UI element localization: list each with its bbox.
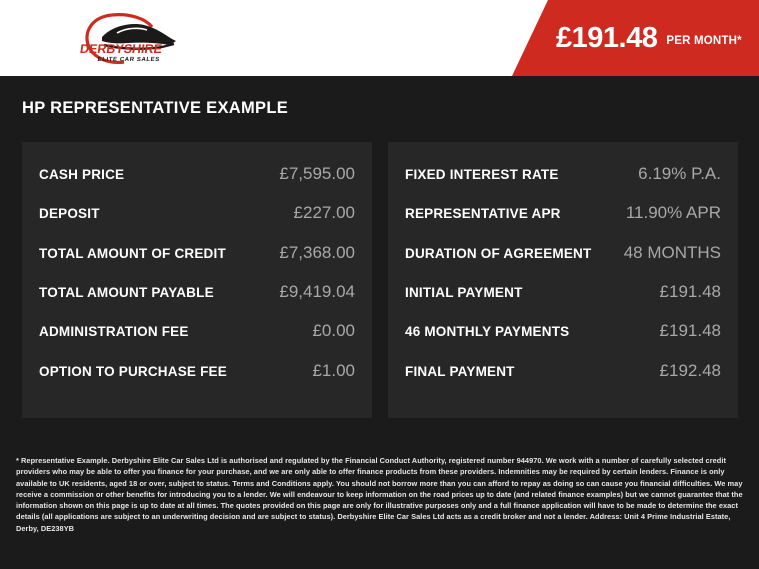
- finance-row-label: TOTAL AMOUNT OF CREDIT: [39, 245, 226, 261]
- finance-row: DEPOSIT £227.00: [39, 203, 355, 242]
- finance-row-value: £0.00: [312, 321, 355, 341]
- finance-row-label: OPTION TO PURCHASE FEE: [39, 363, 227, 379]
- legal-disclaimer: * Representative Example. Derbyshire Eli…: [16, 456, 743, 533]
- finance-row: ADMINISTRATION FEE £0.00: [39, 321, 355, 360]
- finance-row-label: REPRESENTATIVE APR: [405, 206, 561, 222]
- finance-row-label: CASH PRICE: [39, 167, 125, 182]
- finance-row-value: £7,368.00: [279, 242, 355, 262]
- monthly-price-amount: £191.48: [556, 21, 658, 54]
- finance-row-label: 46 MONTHLY PAYMENTS: [405, 324, 570, 340]
- svg-text:DERBYSHIRE: DERBYSHIRE: [79, 42, 163, 56]
- finance-row: 46 MONTHLY PAYMENTS £191.48: [405, 321, 721, 360]
- finance-row-value: £9,419.04: [279, 281, 355, 301]
- monthly-price-banner: £191.48 PER MONTH*: [512, 0, 759, 76]
- finance-row: DURATION OF AGREEMENT 48 MONTHS: [405, 243, 721, 282]
- finance-row-label: INITIAL PAYMENT: [405, 284, 523, 300]
- finance-row: OPTION TO PURCHASE FEE £1.00: [39, 361, 355, 400]
- derbyshire-elite-car-sales-logo[interactable]: DERBYSHIRE ELITE CAR SALES: [72, 7, 192, 69]
- finance-row-label: ADMINISTRATION FEE: [39, 324, 189, 340]
- finance-summary-left: CASH PRICE £7,595.00 DEPOSIT £227.00 TOTAL A…: [22, 142, 372, 418]
- finance-row-label: FIXED INTEREST RATE: [405, 167, 559, 182]
- finance-row: INITIAL PAYMENT £191.48: [405, 282, 721, 321]
- page-title: HP REPRESENTATIVE EXAMPLE: [22, 99, 289, 117]
- finance-row-label: DEPOSIT: [39, 206, 100, 222]
- finance-row-value: £227.00: [293, 203, 355, 223]
- finance-row-label: FINAL PAYMENT: [405, 363, 515, 379]
- finance-summary-right: FIXED INTEREST RATE 6.19% P.A. REPRESENTAT…: [388, 142, 738, 418]
- svg-text:ELITE CAR SALES: ELITE CAR SALES: [97, 57, 160, 63]
- finance-row: FIXED INTEREST RATE 6.19% P.A.: [405, 164, 721, 203]
- finance-row: FINAL PAYMENT £192.48: [405, 361, 721, 400]
- finance-row: TOTAL AMOUNT OF CREDIT £7,368.00: [39, 243, 355, 282]
- finance-row-label: TOTAL AMOUNT PAYABLE: [39, 284, 214, 300]
- finance-row-value: £192.48: [659, 360, 721, 380]
- finance-row-value: 6.19% P.A.: [638, 164, 721, 183]
- finance-row-value: £7,595.00: [279, 164, 355, 183]
- finance-row: CASH PRICE £7,595.00: [39, 164, 355, 203]
- finance-row-value: 11.90% APR: [625, 203, 721, 223]
- finance-row: REPRESENTATIVE APR 11.90% APR: [405, 203, 721, 242]
- monthly-price-suffix: PER MONTH*: [666, 35, 742, 47]
- finance-summary-panels: CASH PRICE £7,595.00 DEPOSIT £227.00 TOTAL A…: [22, 142, 738, 418]
- finance-row-label: DURATION OF AGREEMENT: [405, 245, 592, 261]
- finance-row-value: £191.48: [659, 281, 721, 301]
- finance-row-value: £1.00: [312, 360, 355, 380]
- finance-row-value: £191.48: [659, 321, 721, 341]
- finance-row: TOTAL AMOUNT PAYABLE £9,419.04: [39, 282, 355, 321]
- finance-row-value: 48 MONTHS: [623, 242, 721, 262]
- page-header: DERBYSHIRE ELITE CAR SALES £191.48 PER M…: [0, 0, 759, 76]
